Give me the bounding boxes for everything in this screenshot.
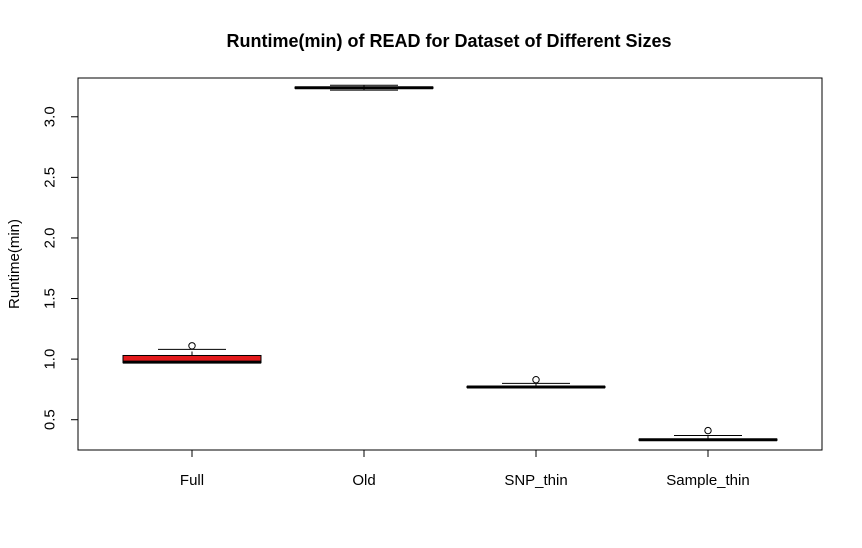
y-axis-label: Runtime(min) [6, 219, 23, 309]
chart-title: Runtime(min) of READ for Dataset of Diff… [226, 31, 671, 51]
y-tick-label: 3.0 [42, 106, 59, 127]
y-tick-label: 1.0 [42, 349, 59, 370]
chart-marks: 0.5 1.0 1.5 2.0 2.5 3.0 Full Old SNP_thin Sample_… [42, 84, 778, 489]
outlier-point [532, 376, 540, 384]
x-tick-label: SNP_thin [504, 472, 567, 489]
y-tick-label: 2.0 [42, 228, 59, 249]
y-tick-label: 2.5 [42, 167, 59, 188]
y-tick-label: 0.5 [42, 409, 59, 430]
plot-frame [77, 77, 823, 451]
x-tick-label: Full [180, 472, 204, 489]
outlier-point [188, 342, 196, 350]
y-tick-label: 1.5 [42, 288, 59, 309]
x-tick-label: Sample_thin [666, 472, 749, 489]
x-tick-label: Old [352, 472, 375, 489]
outlier-point [704, 426, 712, 435]
